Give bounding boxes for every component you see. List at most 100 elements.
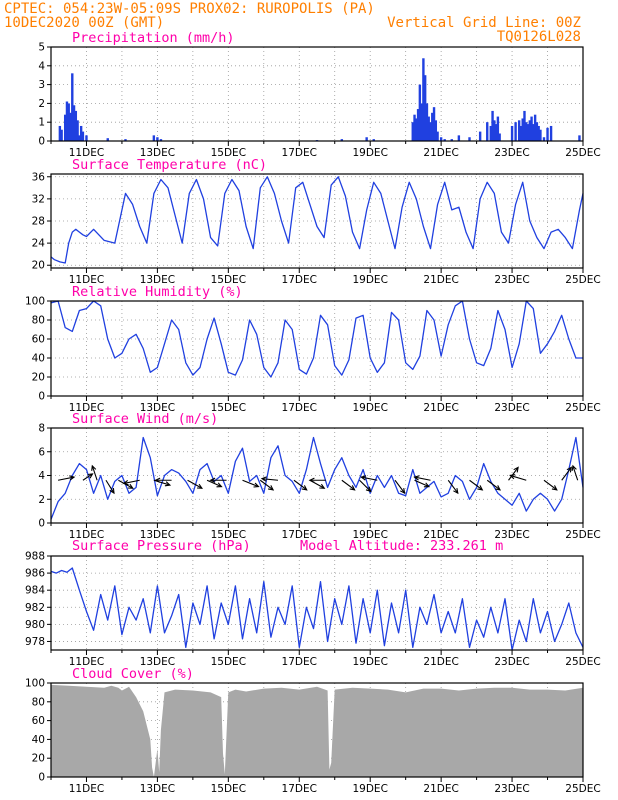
precip-bar — [427, 116, 430, 141]
rh-ytick-label: 0 — [38, 391, 45, 403]
precip-bar — [532, 124, 535, 141]
precipitation-plot: 0 1 2 3 4 5 11DEC 13DEC 15DEC 17DEC 19DEC 21DEC 23DE… — [38, 42, 600, 160]
precip-bar — [578, 135, 581, 141]
cloud-area — [51, 684, 583, 777]
temp-xtick-label: 17DEC — [282, 274, 317, 286]
temperature-panel: Surface Temperature (nC) 20 24 28 32 36 11DEC… — [32, 157, 601, 286]
precip-bar — [535, 122, 539, 141]
precip-bar — [491, 110, 494, 141]
pressure-ytick-label: 984 — [25, 585, 45, 597]
wind-arrow-head — [122, 479, 129, 486]
precip-bar — [372, 139, 375, 141]
precip-bar — [106, 138, 109, 141]
pressure-xtick-label: 19DEC — [352, 656, 387, 668]
wind-xtick-label: 19DEC — [352, 529, 387, 541]
precip-bar — [450, 139, 453, 141]
wind-arrow-head — [365, 486, 372, 493]
wind-arrow-head — [267, 485, 275, 491]
precip-bar — [432, 107, 436, 141]
wind-arrow-shaft — [543, 479, 558, 491]
precipitation-title: Precipitation (mm/h) — [72, 30, 235, 46]
pressure-xtick-label: 23DEC — [494, 656, 529, 668]
wind-arrow-head — [413, 475, 420, 481]
precip-bar — [539, 129, 542, 141]
wind-arrow-shaft — [206, 479, 222, 488]
precip-xtick-label: 15DEC — [211, 147, 246, 159]
precip-ytick-label: 0 — [38, 136, 45, 148]
wind-arrow-shaft — [105, 479, 115, 494]
rh-series-line — [50, 300, 583, 378]
rh-xtick-label: 17DEC — [282, 402, 317, 414]
wind-arrow-head — [127, 483, 134, 489]
wind-arrow-head — [551, 485, 558, 491]
precip-ytick-label: 4 — [38, 60, 45, 72]
wind-arrow-head — [571, 464, 577, 471]
precip-bar — [510, 125, 514, 141]
wind-arrow-head — [209, 477, 216, 483]
wind-arrow-head — [154, 477, 161, 483]
precip-bar — [418, 84, 422, 141]
precip-bar — [340, 139, 344, 141]
cloud-ytick-label: 40 — [32, 734, 45, 746]
rh-xtick-label: 19DEC — [352, 402, 387, 414]
precip-bar — [425, 103, 429, 141]
precip-bar — [493, 120, 496, 141]
temp-ytick-label: 24 — [32, 238, 46, 250]
header-run-time: 10DEC2020 00Z (GMT) — [4, 15, 164, 31]
wind-ytick-label: 0 — [38, 518, 45, 530]
header: CPTEC: 054:23W-05:09S PROX02: RUROPOLIS … — [4, 1, 581, 45]
temperature-title: Surface Temperature (nC) — [72, 157, 267, 173]
precip-bar — [72, 105, 76, 141]
rh-xtick-label: 13DEC — [140, 402, 175, 414]
wind-arrow-shaft — [394, 479, 406, 494]
pressure-xtick-label: 25DEC — [565, 656, 600, 668]
precip-xtick-label: 23DEC — [494, 147, 529, 159]
wind-arrow-head — [509, 474, 516, 480]
wind-xtick-label: 21DEC — [423, 529, 458, 541]
wind-arrow-head — [423, 482, 431, 488]
cloud-xtick-label: 17DEC — [282, 783, 317, 795]
wind-arrow-head — [308, 477, 315, 483]
wind-xtick-label: 23DEC — [494, 529, 529, 541]
wind-arrow-head — [399, 488, 406, 495]
rh-xtick-label: 11DEC — [69, 402, 104, 414]
precip-bar — [489, 125, 492, 141]
wind-ytick-label: 4 — [38, 470, 45, 482]
rh-ytick-label: 80 — [32, 315, 45, 327]
precip-bar — [413, 114, 416, 141]
precip-bar — [525, 122, 528, 141]
cloud-ytick-label: 0 — [38, 772, 45, 784]
wind-xtick-label: 11DEC — [69, 529, 104, 541]
wind-ytick-label: 8 — [38, 423, 45, 435]
temp-xtick-label: 19DEC — [352, 274, 387, 286]
temperature-plot: 20 24 28 32 36 11DEC 13DEC 15DEC 17DEC 19DEC 21DEC… — [32, 171, 601, 286]
precip-bar — [546, 127, 549, 141]
wind-ytick-label: 2 — [38, 494, 45, 506]
temp-xtick-label: 13DEC — [140, 274, 175, 286]
cloud-xtick-label: 15DEC — [211, 783, 246, 795]
precip-bar — [521, 118, 524, 141]
wind-arrow-head — [513, 466, 519, 473]
wind-arrow-head — [477, 485, 484, 491]
precip-bar — [429, 122, 432, 141]
precip-bar — [124, 139, 127, 141]
precip-bar — [156, 137, 159, 141]
cloud-cover-title: Cloud Cover (%) — [72, 666, 194, 682]
precip-bar — [67, 103, 70, 141]
temp-xtick-label: 25DEC — [565, 274, 600, 286]
pressure-xtick-label: 17DEC — [282, 656, 317, 668]
wind-arrow-head — [319, 483, 326, 489]
wind-arrow-head — [69, 475, 76, 481]
cloud-xtick-label: 11DEC — [69, 783, 104, 795]
precip-bar — [443, 139, 446, 141]
wind-arrow-head — [494, 485, 502, 491]
wind-arrow-head — [164, 481, 172, 487]
precip-xtick-label: 21DEC — [423, 147, 458, 159]
wind-arrow-head — [453, 488, 459, 495]
precip-bar — [431, 112, 434, 141]
wind-arrow-head — [360, 475, 367, 481]
temp-ytick-label: 36 — [32, 171, 46, 183]
precipitation-panel: Precipitation (mm/h) 0 1 2 3 4 5 11DEC 13DEC 15D… — [38, 30, 600, 159]
precip-bar — [422, 58, 425, 141]
precip-bar — [81, 131, 85, 141]
